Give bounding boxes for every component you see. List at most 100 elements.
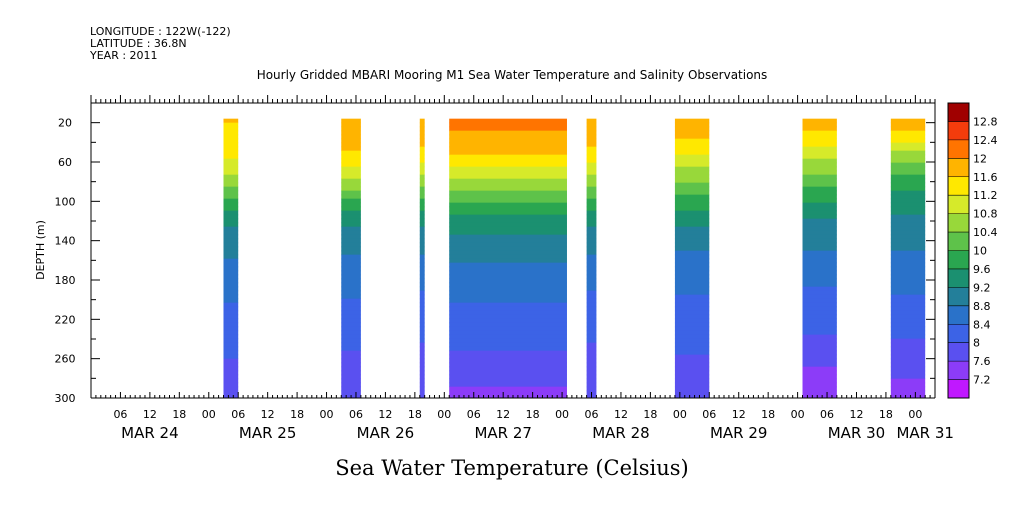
data-cell bbox=[586, 378, 597, 384]
data-cell bbox=[890, 198, 926, 204]
data-cell bbox=[890, 162, 926, 168]
data-cell bbox=[674, 250, 710, 256]
data-cell bbox=[802, 174, 837, 180]
data-cell bbox=[449, 270, 567, 276]
colorbar-label: 7.2 bbox=[973, 374, 991, 387]
data-cell bbox=[223, 234, 239, 240]
data-cell bbox=[341, 246, 361, 252]
data-cell bbox=[341, 298, 361, 304]
data-cell bbox=[890, 310, 926, 316]
data-cell bbox=[890, 266, 926, 272]
data-cell bbox=[341, 214, 361, 220]
data-cell bbox=[419, 222, 425, 228]
data-cell bbox=[802, 190, 837, 196]
data-cell bbox=[419, 150, 425, 156]
data-cell bbox=[802, 358, 837, 364]
colorbar-swatch bbox=[948, 232, 969, 251]
data-cell bbox=[449, 342, 567, 348]
data-cell bbox=[449, 170, 567, 176]
data-cell bbox=[449, 378, 567, 384]
data-cell bbox=[802, 286, 837, 292]
data-cell bbox=[674, 334, 710, 340]
x-tick-label: 06 bbox=[467, 408, 481, 421]
data-cell bbox=[449, 346, 567, 352]
data-cell bbox=[890, 190, 926, 196]
data-cell bbox=[223, 394, 239, 398]
data-cell bbox=[890, 318, 926, 324]
data-cell bbox=[674, 286, 710, 292]
data-cell bbox=[419, 158, 425, 164]
data-cell bbox=[586, 138, 597, 144]
data-cell bbox=[341, 170, 361, 176]
data-cell bbox=[586, 226, 597, 232]
data-cell bbox=[449, 146, 567, 152]
data-cell bbox=[341, 350, 361, 356]
data-cell bbox=[890, 258, 926, 264]
data-cell bbox=[890, 274, 926, 280]
data-cell bbox=[419, 214, 425, 220]
data-cell bbox=[419, 350, 425, 356]
data-cell bbox=[802, 118, 837, 124]
data-cell bbox=[223, 258, 239, 264]
colorbar-swatch bbox=[948, 268, 969, 288]
data-cell bbox=[802, 166, 837, 172]
data-cell bbox=[802, 270, 837, 276]
data-cell bbox=[223, 198, 239, 204]
data-cell bbox=[341, 198, 361, 204]
data-cell bbox=[449, 298, 567, 304]
y-axis-label: DEPTH (m) bbox=[34, 220, 47, 280]
data-cell bbox=[802, 198, 837, 204]
colorbar-swatch bbox=[948, 379, 969, 399]
data-cell bbox=[341, 230, 361, 236]
data-cell bbox=[449, 274, 567, 280]
data-segment bbox=[802, 118, 837, 398]
colorbar-title: Sea Water Temperature (Celsius) bbox=[335, 456, 689, 480]
data-cell bbox=[802, 374, 837, 380]
data-cell bbox=[419, 266, 425, 272]
data-cell bbox=[890, 370, 926, 376]
x-tick-label: 12 bbox=[614, 408, 628, 421]
data-cell bbox=[341, 382, 361, 388]
data-cell bbox=[341, 378, 361, 384]
data-segment bbox=[890, 118, 926, 398]
data-cell bbox=[802, 294, 837, 300]
data-cell bbox=[341, 282, 361, 288]
data-cell bbox=[341, 266, 361, 272]
data-cell bbox=[674, 290, 710, 296]
data-cell bbox=[419, 186, 425, 192]
data-cell bbox=[674, 358, 710, 364]
data-cell bbox=[419, 234, 425, 240]
data-cell bbox=[802, 278, 837, 284]
data-cell bbox=[341, 322, 361, 328]
data-cell bbox=[223, 266, 239, 272]
data-cell bbox=[449, 374, 567, 380]
data-cell bbox=[223, 374, 239, 380]
data-cell bbox=[674, 330, 710, 336]
data-cell bbox=[674, 186, 710, 192]
data-cell bbox=[223, 150, 239, 156]
data-cell bbox=[419, 298, 425, 304]
data-cell bbox=[449, 390, 567, 396]
data-cell bbox=[223, 122, 239, 128]
data-cell bbox=[223, 182, 239, 188]
data-cell bbox=[802, 230, 837, 236]
data-cell bbox=[419, 146, 425, 152]
data-cell bbox=[890, 246, 926, 252]
data-cell bbox=[223, 294, 239, 300]
data-cell bbox=[586, 254, 597, 260]
data-cell bbox=[449, 366, 567, 372]
data-cell bbox=[674, 382, 710, 388]
data-cell bbox=[586, 150, 597, 156]
data-cell bbox=[419, 366, 425, 372]
colorbar-label: 8 bbox=[973, 337, 980, 350]
data-cell bbox=[890, 138, 926, 144]
data-cell bbox=[341, 206, 361, 212]
data-cell bbox=[802, 194, 837, 200]
x-tick-label: 18 bbox=[879, 408, 893, 421]
data-cell bbox=[223, 154, 239, 160]
data-cell bbox=[341, 158, 361, 164]
data-cell bbox=[674, 158, 710, 164]
data-cell bbox=[802, 266, 837, 272]
data-cell bbox=[419, 270, 425, 276]
data-cell bbox=[223, 318, 239, 324]
